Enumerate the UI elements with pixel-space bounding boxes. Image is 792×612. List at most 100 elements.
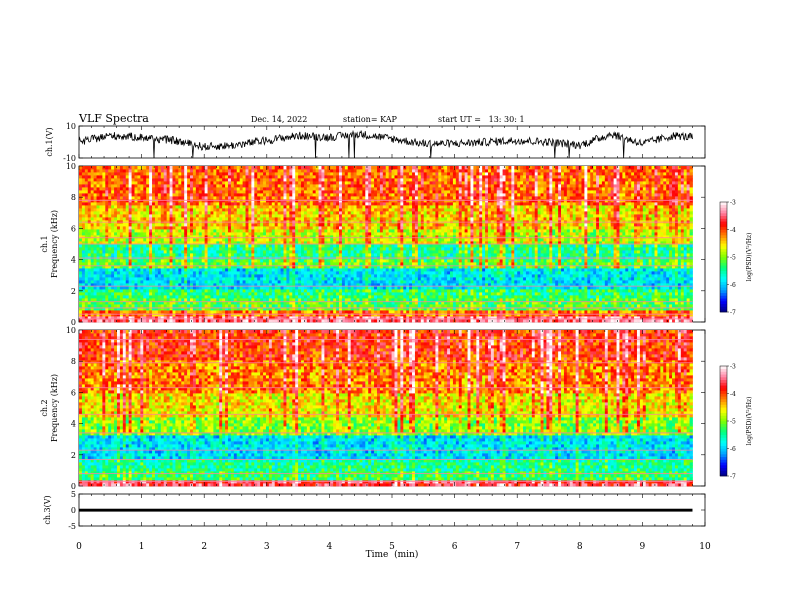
spectrogram-cell bbox=[476, 250, 480, 254]
spectrogram-cell bbox=[204, 262, 208, 266]
spectrogram-cell bbox=[596, 283, 600, 287]
spectrogram-cell bbox=[502, 316, 506, 320]
spectrogram-cell bbox=[99, 250, 103, 254]
spectrogram-cell bbox=[201, 289, 206, 293]
spectrogram-cell bbox=[327, 316, 331, 320]
spectrogram-cell bbox=[122, 283, 127, 287]
spectrogram-cell bbox=[286, 250, 290, 254]
spectrogram-cell bbox=[178, 262, 182, 266]
spectrogram-cell bbox=[242, 268, 246, 272]
spectrogram-cell bbox=[689, 253, 693, 257]
spectrogram-cell bbox=[517, 301, 521, 305]
spectrogram-cell bbox=[631, 316, 635, 320]
spectrogram-cell bbox=[496, 277, 501, 281]
spectrogram-cell bbox=[423, 298, 428, 302]
spectrogram-cell bbox=[371, 319, 375, 323]
spectrogram-cell bbox=[397, 301, 401, 305]
spectrogram-cell bbox=[359, 289, 363, 293]
spectrogram-cell bbox=[190, 283, 194, 287]
spectrogram-cell bbox=[353, 289, 357, 293]
spectrogram-cell bbox=[125, 316, 130, 320]
spectrogram-cell bbox=[417, 274, 422, 278]
spectrogram-cell bbox=[327, 310, 331, 314]
spectrogram-cell bbox=[96, 250, 100, 254]
spectrogram-cell bbox=[388, 286, 392, 290]
spectrogram-cell bbox=[263, 304, 267, 308]
spectrogram-cell bbox=[108, 277, 112, 281]
spectrogram-cell bbox=[137, 280, 141, 284]
spectrogram-cell bbox=[154, 313, 159, 317]
spectrogram-cell bbox=[432, 259, 436, 263]
spectrogram-cell bbox=[601, 310, 606, 314]
spectrogram-cell bbox=[414, 271, 419, 275]
spectrogram-cell bbox=[146, 304, 150, 308]
spectrogram-cell bbox=[505, 298, 509, 302]
spectrogram-cell bbox=[271, 280, 276, 284]
spectrogram-cell bbox=[680, 301, 685, 305]
spectrogram-cell bbox=[292, 271, 296, 275]
spectrogram-cell bbox=[634, 268, 638, 272]
spectrogram-cell bbox=[414, 301, 419, 305]
spectrogram-cell bbox=[181, 253, 185, 257]
spectrogram-cell bbox=[283, 250, 287, 254]
spectrogram-cell bbox=[116, 265, 121, 269]
spectrogram-cell bbox=[336, 310, 340, 314]
spectrogram-cell bbox=[450, 313, 454, 317]
spectrogram-cell bbox=[546, 313, 550, 317]
spectrogram-cell bbox=[546, 265, 550, 269]
spectrogram-cell bbox=[195, 274, 200, 278]
spectrogram-cell bbox=[590, 283, 594, 287]
spectrogram-cell bbox=[523, 259, 527, 263]
spectrogram-cell bbox=[493, 283, 498, 287]
spectrogram-cell bbox=[192, 253, 197, 257]
spectrogram-cell bbox=[482, 274, 486, 278]
spectrogram-cell bbox=[382, 298, 387, 302]
spectrogram-cell bbox=[610, 259, 614, 263]
spectrogram-cell bbox=[563, 319, 568, 323]
spectrogram-cell bbox=[619, 298, 623, 302]
spectrogram-cell bbox=[569, 268, 574, 272]
spectrogram-cell bbox=[645, 319, 650, 323]
spectrogram-cell bbox=[242, 316, 246, 320]
spectrogram-cell bbox=[552, 304, 556, 308]
spectrogram-cell bbox=[599, 265, 603, 269]
spectrogram-cell bbox=[175, 310, 179, 314]
spectrogram-cell bbox=[87, 274, 92, 278]
spectrogram-cell bbox=[458, 316, 463, 320]
spectrogram-cell bbox=[114, 292, 118, 296]
spectrogram-cell bbox=[485, 295, 489, 299]
spectrogram-cell bbox=[207, 295, 211, 299]
spectrogram-cell bbox=[523, 319, 527, 323]
spectrogram-cell bbox=[359, 253, 363, 257]
spectrogram-cell bbox=[207, 274, 211, 278]
spectrogram-cell bbox=[339, 262, 343, 266]
spectrogram-cell bbox=[248, 316, 252, 320]
spectrogram-cell bbox=[198, 295, 203, 299]
spectrogram-cell bbox=[660, 271, 664, 275]
spectrogram-cell bbox=[93, 265, 97, 269]
spectrogram-cell bbox=[81, 319, 86, 323]
spectrogram-cell bbox=[523, 268, 527, 272]
spectrogram-cell bbox=[599, 298, 603, 302]
spectrogram-cell bbox=[470, 253, 474, 257]
spectrogram-cell bbox=[657, 265, 661, 269]
spectrogram-cell bbox=[479, 310, 483, 314]
spectrogram-cell bbox=[447, 253, 451, 257]
spectrogram-cell bbox=[365, 250, 369, 254]
spectrogram-cell bbox=[108, 271, 112, 275]
spectrogram-cell bbox=[669, 283, 673, 287]
spectrogram-cell bbox=[301, 286, 305, 290]
spectrogram-cell bbox=[464, 283, 468, 287]
spectrogram-cell bbox=[636, 310, 641, 314]
spectrogram-cell bbox=[292, 259, 296, 263]
spectrogram-cell bbox=[336, 295, 340, 299]
spectrogram-cell bbox=[119, 259, 124, 263]
spectrogram-cell bbox=[391, 283, 395, 287]
spectrogram-cell bbox=[581, 295, 585, 299]
spectrogram-cell bbox=[663, 295, 667, 299]
spectrogram-cell bbox=[254, 316, 258, 320]
spectrogram-cell bbox=[610, 301, 614, 305]
spectrogram-cell bbox=[119, 307, 124, 311]
spectrogram-cell bbox=[654, 289, 658, 293]
spectrogram-cell bbox=[227, 301, 232, 305]
